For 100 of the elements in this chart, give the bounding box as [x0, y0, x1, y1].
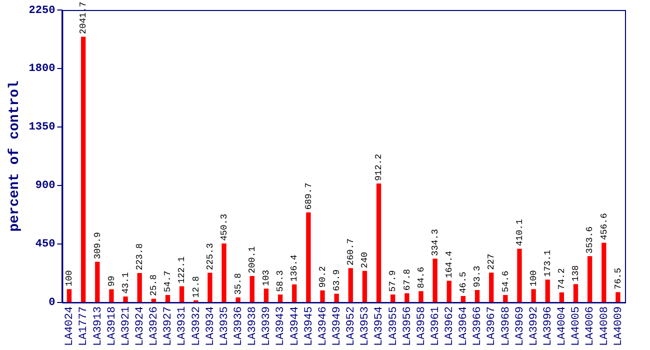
bar: [278, 294, 283, 302]
bar: [208, 272, 212, 302]
data-label: 456.6: [599, 213, 610, 240]
y-tick-label: 1350: [28, 122, 56, 134]
data-label: 200.1: [248, 246, 258, 274]
data-label: 225.3: [205, 243, 216, 270]
x-tick-label: LA3992: [528, 306, 540, 346]
x-tick-label: LA3927: [162, 306, 175, 346]
bar: [573, 284, 578, 302]
data-label: 2041.7: [78, 2, 89, 34]
bar: [151, 298, 156, 302]
data-label: 54.6: [500, 270, 511, 292]
x-tick-label: LA4005: [570, 306, 583, 346]
bar: [517, 248, 522, 302]
data-label: 223.8: [134, 243, 145, 270]
bar: [460, 296, 466, 302]
x-tick-label: LA3958: [416, 306, 428, 346]
bar: [432, 258, 438, 302]
x-tick-label: LA3921: [120, 306, 132, 346]
data-label: 63.9: [332, 269, 342, 292]
x-tick-label: LA3952: [346, 306, 358, 346]
bar: [348, 268, 353, 302]
x-tick-label: LA3936: [232, 306, 245, 346]
x-tick-label: LA3935: [218, 306, 231, 346]
x-tick-label: LA3932: [190, 306, 203, 346]
bar: [503, 294, 508, 302]
bar: [95, 262, 100, 302]
x-tick-label: LA3918: [106, 306, 118, 346]
x-tick-label: LA3926: [148, 306, 161, 346]
bar: [545, 280, 550, 302]
x-tick-label: LA3938: [247, 306, 260, 346]
x-tick-label: LA4009: [612, 306, 625, 346]
data-label: 103: [262, 270, 272, 286]
bar: [616, 292, 620, 302]
y-tick-label: 1800: [28, 63, 56, 76]
bar: [264, 288, 269, 302]
data-label: 334.3: [430, 228, 440, 256]
bar: [474, 290, 480, 302]
y-tick-label: 2250: [28, 4, 56, 17]
bar: [66, 289, 72, 302]
data-label: 100: [64, 270, 75, 286]
x-tick-label: LA3913: [92, 306, 104, 346]
x-tick-label: LA3924: [134, 306, 146, 346]
x-tick-label: LA3931: [176, 306, 189, 346]
data-label: 353.6: [585, 226, 596, 254]
data-label: 689.7: [304, 182, 314, 210]
bar: [137, 272, 142, 302]
bar: [306, 212, 311, 302]
bar: [559, 292, 564, 302]
x-tick-label: LA3953: [360, 306, 372, 346]
x-tick-label: LA1777: [78, 306, 90, 346]
x-tick-label: LA3966: [472, 306, 484, 346]
y-tick-label: 0: [48, 297, 56, 310]
data-label: 912.2: [374, 154, 384, 181]
bar: [292, 284, 297, 302]
x-tick-label: LA3956: [402, 306, 414, 346]
data-label: 67.8: [402, 268, 412, 291]
bar: [334, 294, 339, 302]
bar: [446, 280, 452, 302]
bar: [362, 270, 368, 302]
y-tick-label: 450: [35, 238, 56, 251]
x-tick-label: LA3949: [331, 306, 344, 346]
x-tick-label: LA4008: [598, 306, 611, 346]
bar: [320, 290, 325, 302]
data-label: 76.5: [613, 268, 624, 290]
data-label: 309.9: [92, 232, 103, 260]
bar: [179, 286, 184, 302]
x-tick-label: LA3961: [430, 306, 442, 346]
x-tick-label: LA3946: [317, 306, 330, 346]
data-label: 25.8: [149, 274, 160, 296]
data-label: 260.7: [346, 238, 356, 266]
data-label: 122.1: [177, 256, 188, 284]
data-label: 43.1: [120, 272, 131, 294]
x-tick-label: LA3934: [204, 306, 217, 346]
y-tick-label: 900: [35, 180, 56, 192]
x-tick-label: LA4024: [64, 306, 76, 346]
x-tick-label: LA3967: [486, 306, 498, 346]
x-tick-label: LA3939: [261, 306, 274, 346]
data-label: 12.8: [191, 276, 202, 298]
data-label: 57.9: [388, 270, 398, 292]
data-label: 138: [571, 265, 582, 282]
x-tick-label: LA3943: [275, 306, 288, 346]
data-label: 35.8: [233, 273, 244, 295]
x-tick-label: LA3964: [458, 306, 470, 346]
data-label: 227: [486, 254, 497, 270]
bar: [531, 289, 536, 302]
data-label: 58.3: [276, 270, 286, 292]
data-label: 164.4: [444, 251, 455, 278]
x-tick-label: LA3954: [374, 306, 386, 346]
x-tick-label: LA3944: [289, 306, 302, 346]
bar: [109, 289, 114, 302]
x-tick-label: LA3968: [500, 306, 512, 346]
y-axis-title: percent of control: [6, 80, 23, 232]
data-label: 84.6: [416, 266, 426, 288]
x-tick-label: LA3969: [514, 306, 526, 346]
x-tick-label: LA3945: [303, 306, 316, 346]
bar: [250, 276, 254, 302]
data-label: 450.3: [219, 214, 230, 241]
data-label: 410.1: [514, 219, 525, 246]
x-tick-label: LA3996: [542, 306, 555, 346]
